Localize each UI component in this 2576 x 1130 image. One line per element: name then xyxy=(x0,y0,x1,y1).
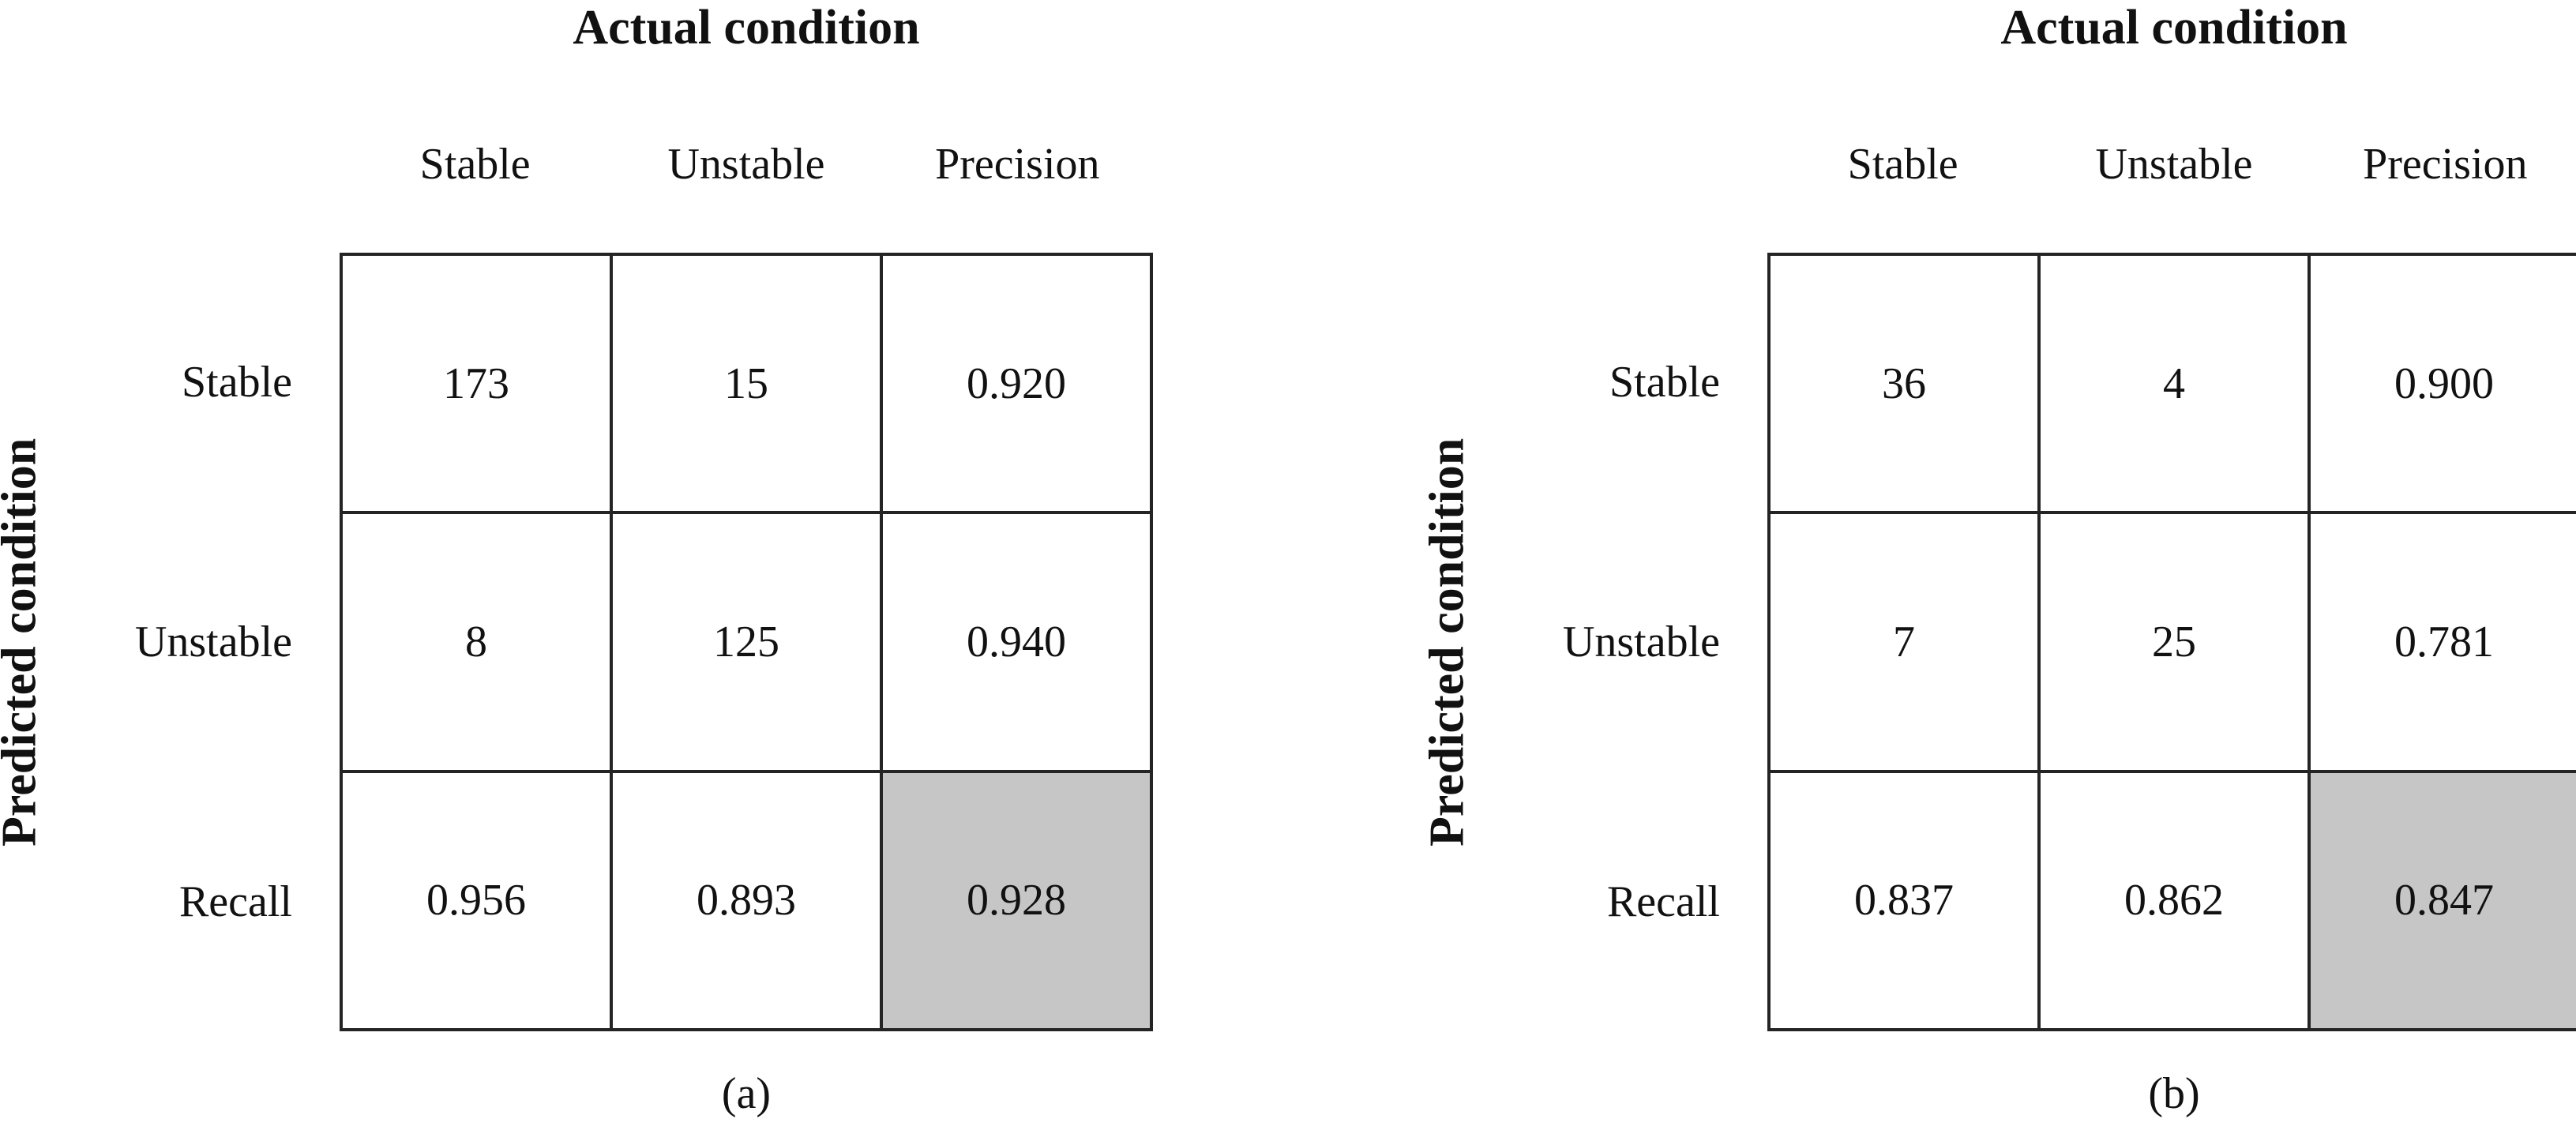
actual-condition-title: Actual condition xyxy=(573,1,920,54)
matrix-cell: 0.893 xyxy=(610,769,883,1032)
actual-condition-title: Actual condition xyxy=(2000,1,2348,54)
row-header-stable: Stable xyxy=(1609,358,1720,407)
column-headers: Stable Unstable Precision xyxy=(1767,136,2576,193)
matrix-cell: 0.837 xyxy=(1767,769,2041,1032)
table-row: 173 15 0.920 xyxy=(340,252,1153,515)
column-headers: Stable Unstable Precision xyxy=(340,136,1153,193)
matrix-cell: 7 xyxy=(1767,511,2041,773)
table-row: 0.956 0.893 0.928 xyxy=(340,769,1153,1032)
row-header-unstable: Unstable xyxy=(1562,618,1720,666)
row-header-recall: Recall xyxy=(178,877,292,926)
table-row: 7 25 0.781 xyxy=(1767,511,2576,773)
panel-b: Actual condition Stable Unstable Precisi… xyxy=(1421,0,2576,1130)
matrix-cell: 15 xyxy=(610,252,883,515)
table-row: 0.837 0.862 0.847 xyxy=(1767,769,2576,1032)
col-header-unstable: Unstable xyxy=(2095,140,2253,189)
matrix-cell: 36 xyxy=(1767,252,2041,515)
accuracy-cell: 0.928 xyxy=(880,769,1153,1032)
matrix-cell: 0.900 xyxy=(2308,252,2576,515)
matrix-cell: 8 xyxy=(340,511,613,773)
row-header-recall: Recall xyxy=(1606,877,1720,926)
matrix-cell: 0.920 xyxy=(880,252,1153,515)
row-header-stable: Stable xyxy=(182,358,292,407)
col-header-stable: Stable xyxy=(419,140,531,189)
matrix-cell: 0.781 xyxy=(2308,511,2576,773)
matrix-cell: 4 xyxy=(2037,252,2311,515)
panel-caption-b: (b) xyxy=(2148,1069,2200,1118)
confusion-matrix-table-a: 173 15 0.920 8 125 0.940 0.956 0.893 0.9… xyxy=(340,252,1153,1032)
table-row: 36 4 0.900 xyxy=(1767,252,2576,515)
matrix-cell: 0.862 xyxy=(2037,769,2311,1032)
confusion-matrix-table-b: 36 4 0.900 7 25 0.781 0.837 0.862 0.847 xyxy=(1767,252,2576,1032)
accuracy-cell: 0.847 xyxy=(2308,769,2576,1032)
row-header-unstable: Unstable xyxy=(134,618,292,666)
panel-caption-a: (a) xyxy=(721,1069,772,1118)
matrix-cell: 173 xyxy=(340,252,613,515)
col-header-precision: Precision xyxy=(2363,140,2528,189)
matrix-cell: 125 xyxy=(610,511,883,773)
matrix-cell: 0.940 xyxy=(880,511,1153,773)
col-header-unstable: Unstable xyxy=(667,140,825,189)
matrix-cell: 0.956 xyxy=(340,769,613,1032)
col-header-stable: Stable xyxy=(1847,140,1958,189)
matrix-cell: 25 xyxy=(2037,511,2311,773)
table-row: 8 125 0.940 xyxy=(340,511,1153,773)
panel-a: Actual condition Stable Unstable Precisi… xyxy=(0,0,1153,1130)
col-header-precision: Precision xyxy=(935,140,1100,189)
